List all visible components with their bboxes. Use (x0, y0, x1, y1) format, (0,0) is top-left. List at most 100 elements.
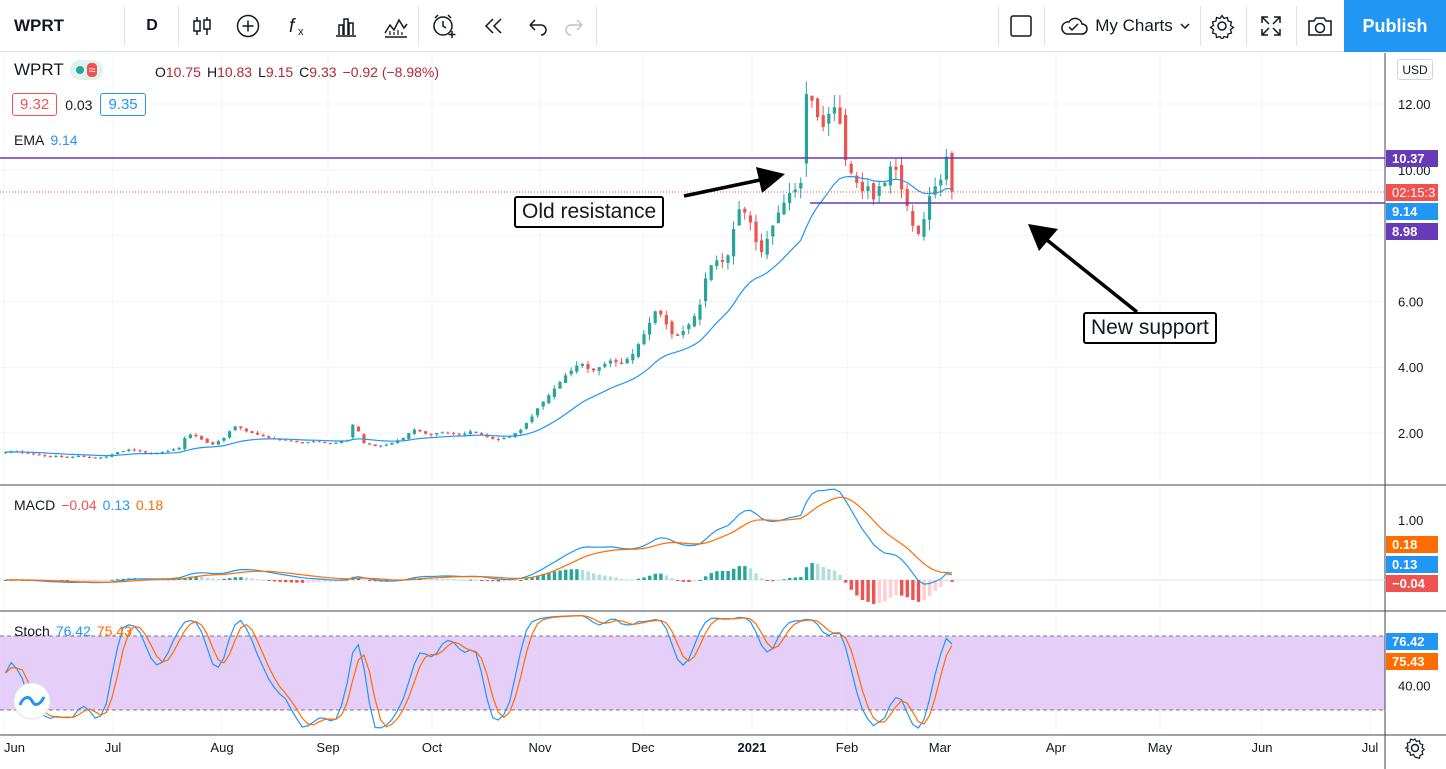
macd-hist-bar (838, 574, 842, 580)
candles-icon[interactable] (180, 0, 224, 52)
time-axis: Jun Jul Aug Sep Oct Nov Dec 2021 Feb Mar Apr May Jun… (4, 740, 1378, 755)
support-price-tag: 8.98 (1386, 223, 1438, 240)
candle-body (608, 360, 612, 364)
macd-hist-bar (99, 580, 103, 581)
currency-button[interactable]: USD (1397, 59, 1433, 80)
market-status-pill[interactable]: ≈ (69, 60, 104, 80)
publish-button[interactable]: Publish (1344, 0, 1446, 52)
undo-icon[interactable] (516, 0, 560, 52)
bid-ask: 9.32 0.03 9.35 (12, 93, 146, 116)
time-tick-label: Jun (1252, 740, 1273, 755)
bars-compare-icon[interactable] (324, 0, 368, 52)
macd-hist-bar (552, 571, 557, 580)
candle-body (760, 240, 764, 253)
macd-legend[interactable]: MACD −0.04 0.13 0.18 (14, 497, 163, 513)
macd-hist-bar (110, 579, 114, 581)
candle-body (116, 452, 120, 455)
buy-button[interactable]: 9.35 (100, 93, 146, 116)
macd-hist-bar (278, 580, 282, 582)
candle-body (732, 229, 736, 257)
macd-hist-bar (608, 576, 613, 580)
redo-icon (552, 0, 596, 52)
candle-body (132, 449, 136, 451)
candle-body (564, 375, 568, 383)
legend-symbol: WPRT ≈ (14, 60, 104, 80)
candle-body (575, 365, 579, 372)
candle-body (356, 426, 360, 432)
candle-body (631, 354, 635, 361)
symbol-search-button[interactable]: WPRT (14, 16, 65, 35)
macd-hist-bar (771, 580, 775, 582)
macd-hist-bar (323, 580, 327, 583)
macd-hist-bar (642, 577, 646, 580)
grid-lines (0, 53, 1385, 735)
sell-button[interactable]: 9.32 (12, 93, 58, 116)
macd-hist-tag: −0.04 (1386, 575, 1438, 592)
candle-body (502, 437, 506, 440)
macd-hist-bar (362, 579, 366, 581)
candle-body (194, 434, 198, 437)
candle-body (939, 179, 943, 186)
candle-body (569, 370, 573, 375)
time-tick-label: Jul (105, 740, 122, 755)
macd-hist-bar (250, 578, 254, 580)
camera-icon[interactable] (1298, 0, 1342, 52)
candle-body (306, 442, 310, 444)
macd-hist-bar (866, 580, 870, 602)
macd-hist-bar (569, 569, 573, 580)
time-tick-label: May (1148, 740, 1173, 755)
candle-body (233, 426, 237, 431)
candle-body (65, 456, 69, 458)
macd-signal-value: 0.18 (135, 497, 164, 513)
macd-hist-bar (104, 580, 109, 581)
macd-hist-bar (524, 578, 529, 580)
macd-hist-bar (827, 568, 831, 580)
macd-hist-bar (950, 580, 954, 582)
candle-body (653, 311, 657, 324)
time-tick-label: Apr (1046, 740, 1067, 755)
candle-body (401, 437, 405, 441)
candle-body (104, 456, 108, 458)
templates-icon[interactable] (374, 0, 418, 52)
candle-body (88, 457, 92, 459)
replay-icon[interactable] (472, 0, 516, 52)
ema-legend[interactable]: EMA 9.14 (14, 132, 78, 148)
stoch-legend[interactable]: Stoch 76.42 75.43 (14, 623, 132, 639)
candle-body (519, 429, 523, 433)
toolbar-divider (1246, 6, 1247, 46)
macd-hist-bar (877, 580, 881, 604)
interval-button[interactable]: D (146, 17, 158, 34)
candle-body (144, 451, 148, 453)
high-value: 10.83 (217, 64, 253, 80)
settings-icon[interactable] (1200, 0, 1244, 52)
macd-hist-bar (726, 570, 730, 580)
candle-body (916, 225, 920, 234)
macd-hist-bar (368, 580, 372, 581)
candle-body (211, 442, 215, 445)
close-value: 9.33 (309, 64, 337, 80)
macd-hist-bar (816, 563, 820, 580)
ema-value: 9.14 (50, 132, 78, 148)
candle-body (261, 434, 265, 437)
square-icon[interactable] (999, 0, 1043, 52)
macd-hist-bar (508, 580, 512, 582)
candle-body (754, 221, 758, 243)
stoch-label: Stoch (14, 623, 50, 639)
my-charts-button[interactable]: My Charts (1050, 0, 1200, 52)
fullscreen-icon[interactable] (1249, 0, 1293, 52)
candle-body (558, 382, 562, 389)
old-resistance-arrow (683, 167, 785, 198)
macd-hist-bar (194, 576, 198, 580)
candle-body (737, 209, 741, 226)
alert-icon[interactable] (422, 0, 466, 52)
toolbar-divider (418, 6, 419, 46)
old-resistance-callout[interactable]: Old resistance (514, 196, 665, 228)
macd-hist-bar (485, 580, 489, 581)
add-indicator-icon[interactable] (226, 0, 270, 52)
new-support-callout[interactable]: New support (1083, 312, 1217, 344)
time-tick-label: Oct (422, 740, 443, 755)
